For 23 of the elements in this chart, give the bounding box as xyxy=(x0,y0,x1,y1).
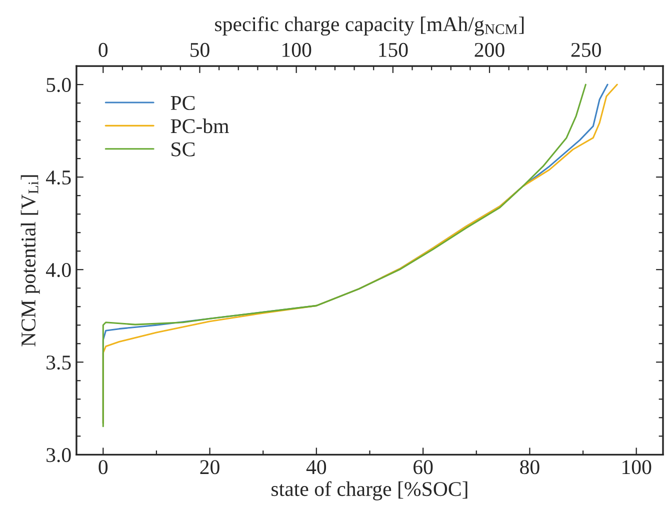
x-tick-label: 60 xyxy=(414,460,433,474)
y-tick-label: 3.5 xyxy=(46,356,71,370)
x2-tick-label: 150 xyxy=(379,42,408,57)
x-tick-label: 80 xyxy=(520,460,540,474)
x-tick-label: 20 xyxy=(200,460,220,474)
x2-tick-label: 100 xyxy=(282,42,312,57)
x2-tick-label: 50 xyxy=(190,42,210,57)
legend-label: SC xyxy=(172,142,195,156)
x-axis-title: state of charge [%SOC] xyxy=(272,481,468,500)
x2-tick-label: 250 xyxy=(571,42,601,57)
y-tick-label: 4.5 xyxy=(46,170,71,185)
y-axis-title: NCM potential [V$_{Li}$] xyxy=(20,175,40,346)
legend-label: PC xyxy=(170,96,195,110)
x-tick-label: 100 xyxy=(622,460,652,474)
y-tick-label: 5.0 xyxy=(46,78,71,92)
y-tick-label: 4.0 xyxy=(46,262,71,278)
legend-label: PC-bm xyxy=(170,118,229,134)
x2-tick-label: 200 xyxy=(474,42,504,57)
x2-axis-title: specific charge capacity [mAh/g$_{NCM}$] xyxy=(215,16,524,36)
x2-tick-label: 0 xyxy=(98,42,108,57)
y-tick-label: 3.0 xyxy=(46,448,71,462)
x-tick-label: 0 xyxy=(98,460,108,474)
x-tick-label: 40 xyxy=(306,460,326,474)
